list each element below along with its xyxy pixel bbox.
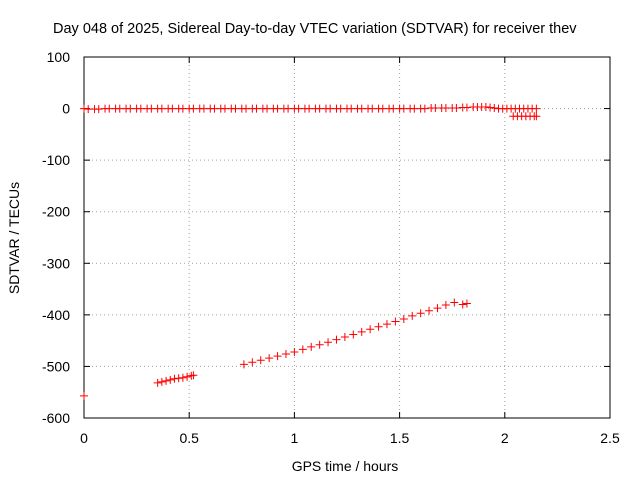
data-point-marker: [357, 327, 366, 336]
data-point-marker: [481, 103, 490, 112]
data-point-marker: [532, 104, 541, 113]
data-point-marker: [153, 378, 162, 387]
data-point-marker: [374, 322, 383, 331]
data-point-marker: [399, 314, 408, 323]
data-point-marker: [273, 352, 282, 361]
x-tick-label: 0: [80, 430, 88, 446]
data-point-marker: [416, 309, 425, 318]
x-tick-label: 1: [291, 430, 299, 446]
data-point-marker: [80, 104, 88, 113]
data-point-marker: [170, 374, 179, 383]
x-tick-label: 0.5: [179, 430, 199, 446]
data-point-marker: [391, 317, 400, 326]
data-point-marker: [332, 335, 341, 344]
data-point-marker: [490, 104, 499, 113]
data-point-marker: [366, 325, 375, 334]
data-point-marker: [239, 360, 248, 369]
data-point-marker: [315, 340, 324, 349]
data-point-marker: [486, 103, 495, 112]
data-point-marker: [174, 374, 183, 383]
y-axis-label: SDTVAR / TECUs: [6, 182, 22, 294]
y-tick-label: -600: [42, 410, 70, 426]
data-point-marker: [157, 377, 166, 386]
data-point-marker: [189, 371, 198, 380]
data-point-marker: [162, 376, 171, 385]
data-points: [80, 103, 541, 400]
y-tick-label: -300: [42, 255, 70, 271]
x-tick-label: 2.5: [600, 430, 620, 446]
y-tick-label: -100: [42, 152, 70, 168]
grid-lines: [84, 57, 610, 418]
data-point-marker: [532, 112, 541, 121]
plot-frame: [83, 56, 611, 419]
data-point-marker: [265, 354, 274, 363]
data-point-marker: [408, 311, 417, 320]
data-point-marker: [80, 391, 88, 400]
data-point-marker: [256, 356, 265, 365]
y-tick-label: -400: [42, 307, 70, 323]
x-axis-ticks: 0 0.5 1 1.5 2 2.5: [80, 57, 620, 446]
x-tick-label: 2: [501, 430, 509, 446]
data-point-marker: [298, 345, 307, 354]
data-point-marker: [425, 306, 434, 315]
x-tick-label: 1.5: [390, 430, 410, 446]
y-tick-label: 0: [62, 101, 70, 117]
data-point-marker: [349, 330, 358, 339]
data-point-marker: [166, 375, 175, 384]
data-point-marker: [307, 342, 316, 351]
data-point-marker: [187, 371, 196, 380]
chart-title: Day 048 of 2025, Sidereal Day-to-day VTE…: [53, 21, 577, 37]
y-axis-ticks: 100 0 -100 -200 -300 -400 -500 -600: [42, 49, 610, 426]
data-point-marker: [452, 104, 461, 113]
data-point-marker: [178, 373, 187, 382]
data-point-marker: [290, 347, 299, 356]
data-point-marker: [340, 333, 349, 342]
data-point-marker: [420, 104, 429, 113]
data-point-marker: [324, 338, 333, 347]
y-tick-label: -500: [42, 358, 70, 374]
y-tick-label: 100: [47, 49, 71, 65]
data-point-marker: [462, 103, 471, 112]
y-tick-label: -200: [42, 204, 70, 220]
data-point-marker: [462, 299, 471, 308]
data-point-marker: [94, 105, 103, 114]
x-axis-label: GPS time / hours: [292, 458, 399, 474]
data-point-marker: [382, 320, 391, 329]
data-point-marker: [248, 358, 257, 367]
data-point-marker: [433, 304, 442, 313]
data-point-marker: [281, 350, 290, 359]
data-point-marker: [441, 301, 450, 310]
data-point-marker: [183, 372, 192, 381]
data-point-marker: [458, 300, 467, 309]
data-point-marker: [450, 298, 459, 307]
